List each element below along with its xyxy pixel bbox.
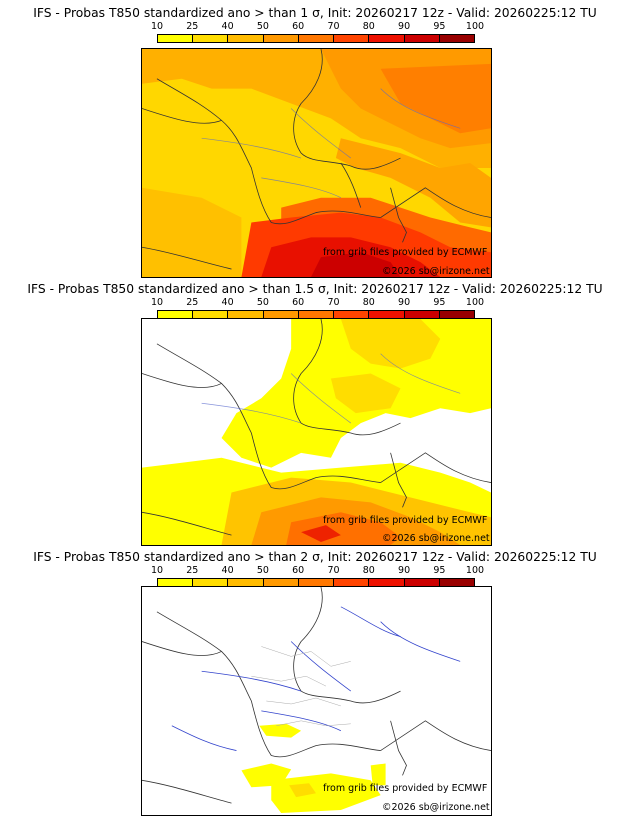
tick-label: 25 xyxy=(186,565,199,576)
colorbar-segment xyxy=(193,579,229,586)
tick-label: 50 xyxy=(256,297,269,308)
map-panel-3: IFS - Probas T850 standardized ano > tha… xyxy=(0,544,630,820)
colorbar-segment xyxy=(158,311,194,318)
colorbar-segment xyxy=(334,579,370,586)
colorbar-segment xyxy=(298,579,335,586)
tick-label: 100 xyxy=(465,565,485,576)
colorbar-segment xyxy=(263,579,299,586)
tick-label: 60 xyxy=(292,21,305,32)
colorbar-segment xyxy=(298,311,335,318)
colorbar-segment xyxy=(228,35,264,42)
tick-label: 50 xyxy=(256,21,269,32)
tick-label: 80 xyxy=(362,21,375,32)
tick-label: 25 xyxy=(186,21,199,32)
colorbar-segment xyxy=(369,579,405,586)
colorbar-segment xyxy=(158,579,194,586)
probability-map: from grib files provided by ECMWF ©2026 … xyxy=(141,586,492,816)
tick-label: 95 xyxy=(433,297,446,308)
colorbar-segment xyxy=(439,35,474,42)
colorbar-segment xyxy=(404,311,440,318)
map-canvas xyxy=(142,587,491,815)
panel-title: IFS - Probas T850 standardized ano > tha… xyxy=(33,6,597,20)
tick-label: 90 xyxy=(398,21,411,32)
colorbar-segment xyxy=(334,35,370,42)
colorbar-segment xyxy=(404,35,440,42)
tick-label: 70 xyxy=(327,297,340,308)
tick-label: 100 xyxy=(465,21,485,32)
tick-label: 70 xyxy=(327,21,340,32)
colorbar-segment xyxy=(193,35,229,42)
tick-label: 70 xyxy=(327,565,340,576)
colorbar-segment xyxy=(158,35,194,42)
site-credit: ©2026 sb@irizone.net xyxy=(382,533,490,544)
panel-title: IFS - Probas T850 standardized ano > tha… xyxy=(33,550,597,564)
tick-label: 100 xyxy=(465,297,485,308)
colorbar-ticks: 10 25 40 50 60 70 80 90 95 100 xyxy=(151,21,484,33)
tick-label: 10 xyxy=(150,297,164,308)
probability-map: from grib files provided by ECMWF ©2026 … xyxy=(141,48,492,278)
tick-label: 95 xyxy=(433,565,446,576)
probability-map: from grib files provided by ECMWF ©2026 … xyxy=(141,318,492,546)
tick-label: 40 xyxy=(221,565,234,576)
colorbar-ticks: 10 25 40 50 60 70 80 90 95 100 xyxy=(151,565,484,577)
colorbar-segment xyxy=(228,579,264,586)
colorbar xyxy=(157,34,475,43)
data-credit: from grib files provided by ECMWF xyxy=(323,783,488,794)
map-panel-2: IFS - Probas T850 standardized ano > tha… xyxy=(0,276,630,548)
colorbar-segment xyxy=(404,579,440,586)
tick-label: 40 xyxy=(221,21,234,32)
data-credit: from grib files provided by ECMWF xyxy=(323,247,488,258)
colorbar-segment xyxy=(298,35,335,42)
colorbar-segment xyxy=(263,311,299,318)
data-credit: from grib files provided by ECMWF xyxy=(323,515,488,526)
panel-title: IFS - Probas T850 standardized ano > tha… xyxy=(27,282,603,296)
colorbar-segment xyxy=(439,311,474,318)
tick-label: 60 xyxy=(292,297,305,308)
site-credit: ©2026 sb@irizone.net xyxy=(382,802,490,813)
tick-label: 80 xyxy=(362,297,375,308)
map-canvas xyxy=(142,319,491,545)
colorbar-segment xyxy=(193,311,229,318)
colorbar-segment xyxy=(334,311,370,318)
map-panel-1: IFS - Probas T850 standardized ano > tha… xyxy=(0,0,630,278)
colorbar xyxy=(157,578,475,587)
colorbar-segment xyxy=(439,579,474,586)
colorbar-segment xyxy=(263,35,299,42)
tick-label: 40 xyxy=(221,297,234,308)
colorbar-segment xyxy=(369,311,405,318)
colorbar-segment xyxy=(369,35,405,42)
tick-label: 80 xyxy=(362,565,375,576)
tick-label: 10 xyxy=(150,565,164,576)
colorbar-segment xyxy=(228,311,264,318)
tick-label: 60 xyxy=(292,565,305,576)
map-canvas xyxy=(142,49,491,277)
tick-label: 90 xyxy=(398,297,411,308)
site-credit: ©2026 sb@irizone.net xyxy=(382,266,490,277)
tick-label: 90 xyxy=(398,565,411,576)
colorbar-ticks: 10 25 40 50 60 70 80 90 95 100 xyxy=(151,297,484,309)
tick-label: 50 xyxy=(256,565,269,576)
tick-label: 25 xyxy=(186,297,199,308)
tick-label: 95 xyxy=(433,21,446,32)
tick-label: 10 xyxy=(150,21,164,32)
